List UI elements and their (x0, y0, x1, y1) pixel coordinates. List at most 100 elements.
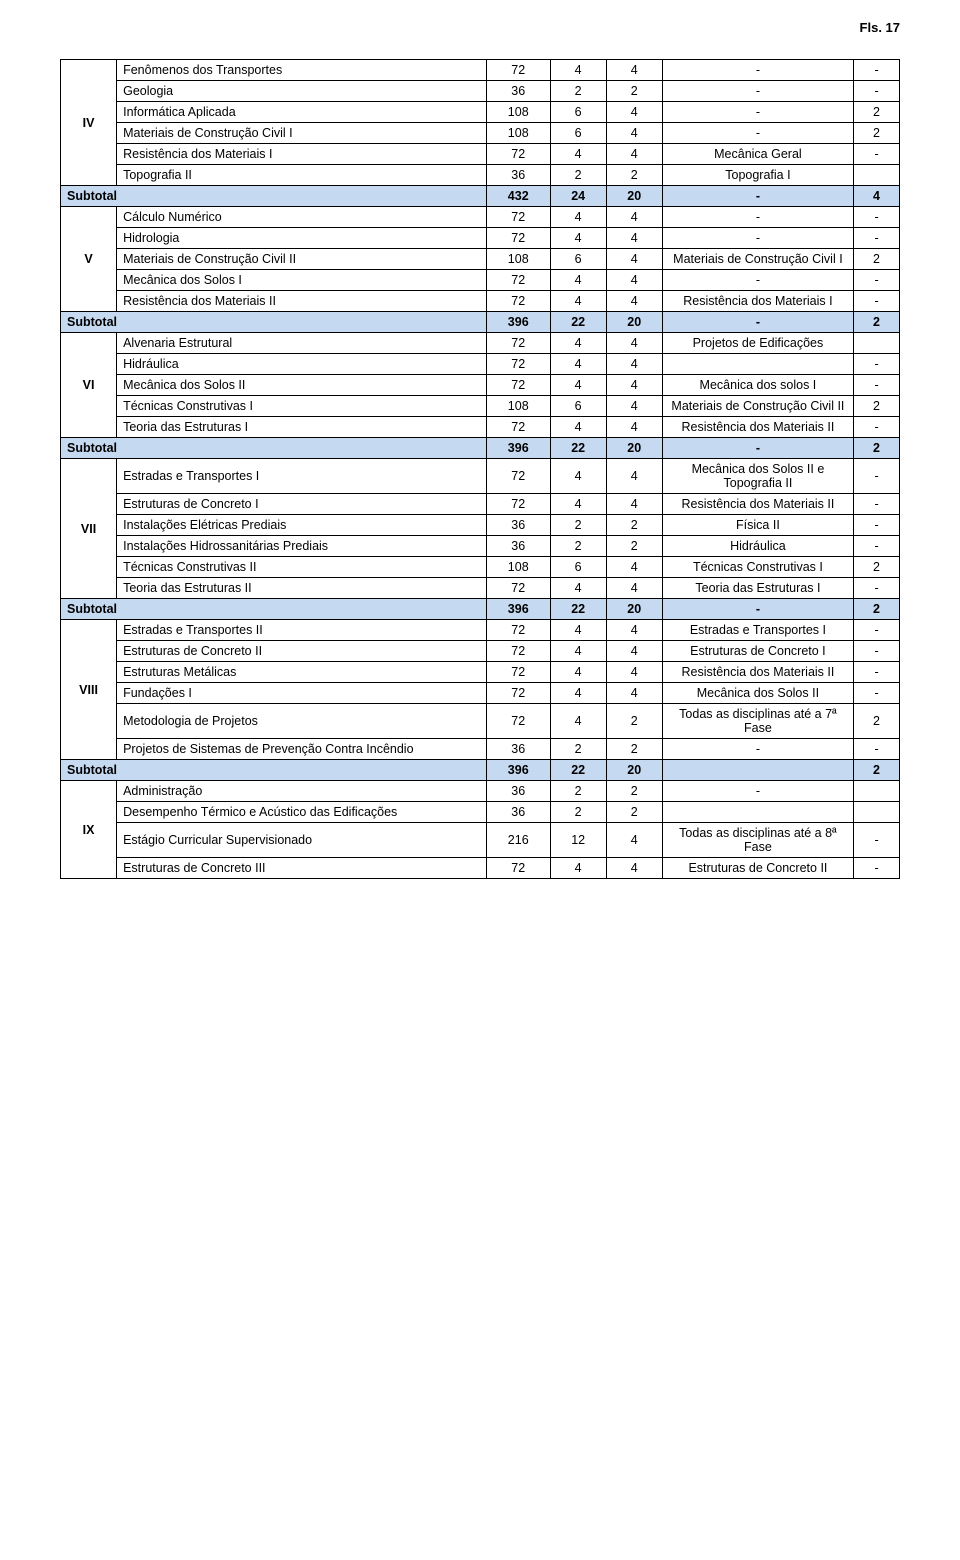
table-row: Desempenho Térmico e Acústico das Edific… (61, 802, 900, 823)
subtotal-row: Subtotal39622202 (61, 760, 900, 781)
cell-weekly: 4 (606, 123, 662, 144)
cell-hours: 108 (486, 557, 550, 578)
cell-prereq: - (662, 60, 853, 81)
subtotal-extra: 2 (854, 312, 900, 333)
cell-hours: 36 (486, 781, 550, 802)
cell-weekly: 4 (606, 858, 662, 879)
subtotal-weekly: 20 (606, 186, 662, 207)
table-row: Hidrologia7244-- (61, 228, 900, 249)
cell-hours: 36 (486, 802, 550, 823)
cell-prereq (662, 802, 853, 823)
course-name: Materiais de Construção Civil II (117, 249, 487, 270)
cell-credits: 4 (550, 375, 606, 396)
cell-weekly: 4 (606, 144, 662, 165)
curriculum-table: IVFenômenos dos Transportes7244--Geologi… (60, 59, 900, 879)
cell-credits: 2 (550, 81, 606, 102)
cell-extra: - (854, 620, 900, 641)
cell-prereq: Todas as disciplinas até a 7ª Fase (662, 704, 853, 739)
cell-credits: 4 (550, 459, 606, 494)
group-label: VIII (61, 620, 117, 760)
course-name: Metodologia de Projetos (117, 704, 487, 739)
cell-credits: 4 (550, 270, 606, 291)
cell-extra: - (854, 494, 900, 515)
course-name: Geologia (117, 81, 487, 102)
cell-extra: - (854, 144, 900, 165)
table-row: VIIIEstradas e Transportes II7244Estrada… (61, 620, 900, 641)
cell-extra: - (854, 823, 900, 858)
subtotal-weekly: 20 (606, 438, 662, 459)
subtotal-label: Subtotal (61, 760, 487, 781)
cell-hours: 72 (486, 494, 550, 515)
cell-extra: - (854, 536, 900, 557)
cell-prereq: - (662, 123, 853, 144)
table-row: Fundações I7244Mecânica dos Solos II- (61, 683, 900, 704)
cell-extra: - (854, 60, 900, 81)
table-row: Estruturas de Concreto I7244Resistência … (61, 494, 900, 515)
cell-weekly: 2 (606, 781, 662, 802)
table-row: VIIEstradas e Transportes I7244Mecânica … (61, 459, 900, 494)
group-label: VII (61, 459, 117, 599)
cell-extra: 2 (854, 396, 900, 417)
subtotal-hours: 432 (486, 186, 550, 207)
cell-credits: 6 (550, 396, 606, 417)
cell-hours: 72 (486, 578, 550, 599)
subtotal-hours: 396 (486, 438, 550, 459)
cell-credits: 6 (550, 102, 606, 123)
table-row: Estruturas de Concreto II7244Estruturas … (61, 641, 900, 662)
cell-prereq: - (662, 207, 853, 228)
subtotal-weekly: 20 (606, 312, 662, 333)
cell-credits: 2 (550, 536, 606, 557)
cell-weekly: 4 (606, 375, 662, 396)
course-name: Estruturas Metálicas (117, 662, 487, 683)
cell-hours: 72 (486, 620, 550, 641)
course-name: Projetos de Sistemas de Prevenção Contra… (117, 739, 487, 760)
group-label: VI (61, 333, 117, 438)
cell-hours: 72 (486, 858, 550, 879)
cell-prereq: Projetos de Edificações (662, 333, 853, 354)
cell-hours: 72 (486, 60, 550, 81)
cell-prereq: Topografia I (662, 165, 853, 186)
cell-extra: 2 (854, 102, 900, 123)
cell-extra: - (854, 417, 900, 438)
cell-weekly: 4 (606, 396, 662, 417)
cell-extra: - (854, 662, 900, 683)
cell-prereq: Mecânica dos solos I (662, 375, 853, 396)
subtotal-extra: 2 (854, 438, 900, 459)
table-row: Instalações Hidrossanitárias Prediais362… (61, 536, 900, 557)
cell-weekly: 4 (606, 823, 662, 858)
cell-hours: 36 (486, 536, 550, 557)
subtotal-extra: 2 (854, 760, 900, 781)
cell-credits: 4 (550, 578, 606, 599)
cell-weekly: 4 (606, 270, 662, 291)
subtotal-hours: 396 (486, 599, 550, 620)
cell-credits: 4 (550, 641, 606, 662)
course-name: Resistência dos Materiais II (117, 291, 487, 312)
cell-credits: 4 (550, 60, 606, 81)
course-name: Topografia II (117, 165, 487, 186)
table-row: Metodologia de Projetos7242Todas as disc… (61, 704, 900, 739)
cell-credits: 4 (550, 704, 606, 739)
cell-hours: 36 (486, 515, 550, 536)
subtotal-credits: 22 (550, 599, 606, 620)
subtotal-row: Subtotal3962220-2 (61, 599, 900, 620)
cell-prereq: Mecânica dos Solos II e Topografia II (662, 459, 853, 494)
course-name: Teoria das Estruturas I (117, 417, 487, 438)
course-name: Administração (117, 781, 487, 802)
cell-hours: 108 (486, 102, 550, 123)
subtotal-credits: 22 (550, 312, 606, 333)
cell-prereq: Mecânica dos Solos II (662, 683, 853, 704)
page-header: Fls. 17 (60, 20, 900, 35)
cell-prereq (662, 354, 853, 375)
cell-extra (854, 781, 900, 802)
cell-prereq: Resistência dos Materiais II (662, 494, 853, 515)
cell-extra: - (854, 578, 900, 599)
cell-prereq: Materiais de Construção Civil I (662, 249, 853, 270)
course-name: Resistência dos Materiais I (117, 144, 487, 165)
cell-prereq: Resistência dos Materiais II (662, 417, 853, 438)
table-row: Técnicas Construtivas II10864Técnicas Co… (61, 557, 900, 578)
cell-prereq: Estruturas de Concreto II (662, 858, 853, 879)
table-row: Estruturas de Concreto III7244Estruturas… (61, 858, 900, 879)
subtotal-prereq: - (662, 438, 853, 459)
cell-credits: 4 (550, 494, 606, 515)
cell-prereq: - (662, 781, 853, 802)
